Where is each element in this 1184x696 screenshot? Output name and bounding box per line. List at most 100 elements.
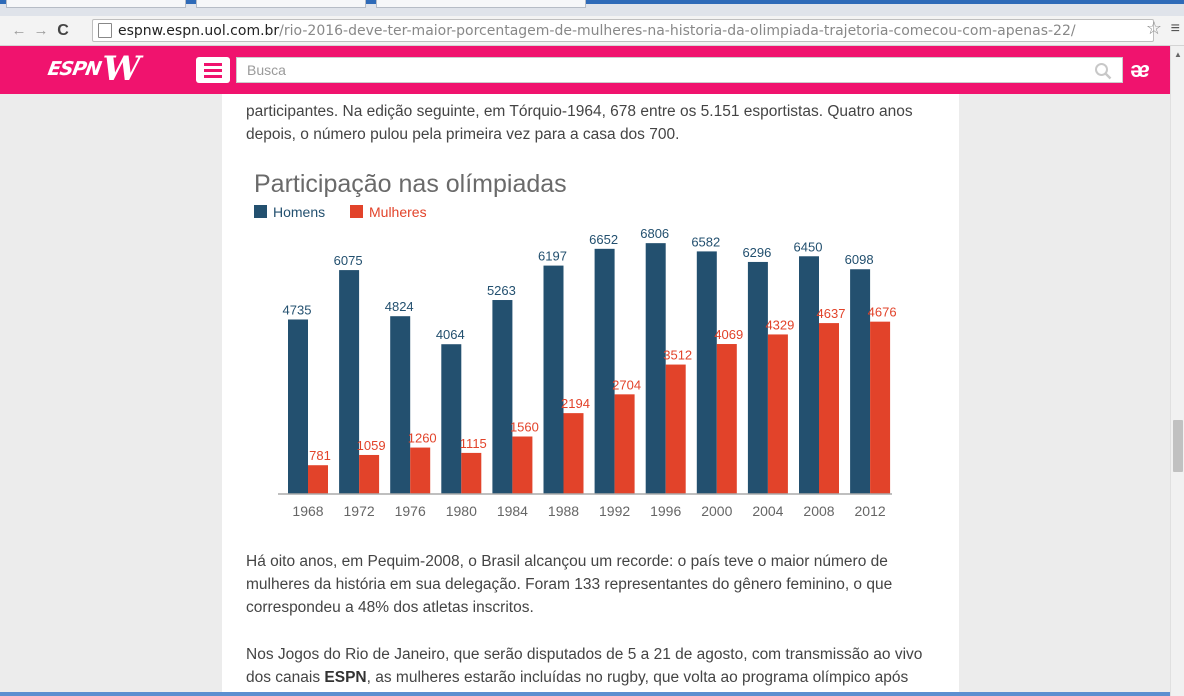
bar-mulheres — [870, 321, 891, 494]
data-label: 6098 — [845, 252, 874, 267]
scroll-thumb[interactable] — [1173, 420, 1183, 472]
data-label: 6450 — [794, 239, 823, 254]
espnw-logo[interactable]: ESPN W — [46, 49, 148, 89]
x-tick-label: 2008 — [803, 503, 834, 519]
hamburger-menu-icon[interactable] — [196, 57, 230, 83]
browser-menu-icon[interactable]: ≡ — [1170, 20, 1180, 37]
page-icon — [98, 23, 112, 38]
bar-homens — [696, 251, 717, 494]
chart-title: Participação nas olímpiadas — [254, 170, 567, 198]
scroll-up-arrow-icon[interactable]: ▲ — [1174, 50, 1182, 59]
article-paragraph: Há oito anos, em Pequim-2008, o Brasil a… — [246, 553, 893, 616]
bar-mulheres — [563, 413, 584, 494]
bar-mulheres — [716, 344, 737, 494]
data-label: 6582 — [691, 234, 720, 249]
x-tick-label: 1984 — [497, 503, 528, 519]
bar-homens — [594, 248, 615, 494]
url-host: espnw.espn.uol.com.br — [118, 22, 280, 39]
forward-arrow-icon[interactable]: → — [33, 22, 49, 39]
data-label: 1059 — [357, 438, 386, 453]
x-tick-label: 1976 — [395, 503, 426, 519]
article-body: participantes. Na edição seguinte, em Tó… — [222, 94, 959, 696]
page-scrollbar[interactable]: ▲ — [1170, 46, 1184, 696]
legend-swatch — [254, 205, 267, 218]
data-label: 3512 — [663, 348, 692, 363]
bar-mulheres — [614, 394, 635, 494]
x-tick-label: 1972 — [344, 503, 375, 519]
x-tick-label: 2012 — [855, 503, 886, 519]
article-paragraph: Nos Jogos do Rio de Janeiro, que serão d… — [246, 643, 936, 689]
data-label: 4735 — [283, 302, 312, 317]
logo-w-text: W — [102, 49, 141, 89]
bar-homens — [850, 269, 871, 494]
data-label: 4637 — [817, 306, 846, 321]
bar-mulheres — [308, 465, 328, 494]
data-label: 2194 — [561, 396, 590, 411]
bar-mulheres — [767, 334, 788, 494]
site-header: ESPN W ᴂ — [0, 46, 1184, 94]
x-tick-label: 1988 — [548, 503, 579, 519]
data-label: 4676 — [868, 305, 897, 320]
browser-tab[interactable] — [6, 0, 186, 8]
data-label: 1560 — [510, 420, 539, 435]
data-label: 781 — [309, 448, 331, 463]
bar-homens — [339, 270, 360, 494]
x-tick-label: 1992 — [599, 503, 630, 519]
browser-tab[interactable] — [196, 0, 366, 8]
bar-mulheres — [665, 364, 686, 494]
search-input[interactable] — [237, 58, 1122, 82]
paragraph-text: Nos Jogos do Rio de Janeiro, que serão d… — [246, 646, 923, 686]
url-field[interactable]: espnw.espn.uol.com.br/rio-2016-deve-ter-… — [92, 19, 1154, 42]
bar-homens — [799, 256, 819, 494]
search-box — [236, 57, 1123, 83]
address-bar: ← → C espnw.espn.uol.com.br/rio-2016-dev… — [0, 16, 1184, 46]
awareness-ribbon-icon[interactable]: ᴂ — [1130, 57, 1150, 82]
bar-homens — [492, 300, 513, 494]
data-label: 6075 — [334, 253, 363, 268]
bar-homens — [645, 243, 666, 494]
data-label: 4064 — [436, 327, 465, 342]
espn-bold-link: ESPN — [324, 669, 367, 686]
search-icon[interactable] — [1094, 62, 1112, 80]
bottom-edge — [0, 692, 1170, 696]
data-label: 6806 — [640, 226, 669, 241]
tab-strip-accent — [0, 0, 1184, 4]
reload-icon[interactable]: C — [57, 21, 69, 39]
bar-mulheres — [410, 447, 431, 494]
bar-mulheres — [819, 323, 839, 494]
x-tick-label: 2000 — [701, 503, 732, 519]
tab-strip — [0, 0, 1184, 16]
bar-homens — [543, 265, 564, 494]
chart-bars: 4735 781 6075 1059 4824 1260 4064 1115 5263 1560 6… — [283, 226, 897, 494]
bar-homens — [288, 319, 308, 494]
logo-espn-text: ESPN — [46, 58, 103, 80]
data-label: 4824 — [385, 299, 414, 314]
data-label: 6296 — [742, 245, 771, 260]
browser-tab[interactable] — [376, 0, 586, 8]
data-label: 2704 — [612, 377, 641, 392]
data-label: 4069 — [714, 327, 743, 342]
data-label: 5263 — [487, 283, 516, 298]
legend-label: Homens — [273, 204, 325, 220]
data-label: 6652 — [589, 232, 618, 247]
x-tick-label: 2004 — [752, 503, 783, 519]
bar-mulheres — [512, 436, 533, 494]
participation-chart: Participação nas olímpiadas Homens Mulher… — [254, 170, 897, 519]
legend-swatch — [350, 205, 363, 218]
data-label: 6197 — [538, 249, 567, 264]
data-label: 1115 — [460, 436, 487, 451]
article-paragraph: participantes. Na edição seguinte, em Tó… — [246, 103, 913, 143]
bookmark-star-icon[interactable]: ☆ — [1145, 18, 1162, 38]
bar-homens — [441, 344, 462, 494]
back-arrow-icon[interactable]: ← — [11, 22, 27, 39]
paragraph-text: , as mulheres estarão incluídas no rugby… — [366, 669, 909, 686]
x-tick-label: 1996 — [650, 503, 681, 519]
data-label: 1260 — [408, 431, 437, 446]
bar-mulheres — [359, 454, 380, 494]
bar-homens — [390, 316, 411, 494]
chart-legend: Homens Mulheres — [254, 204, 427, 220]
x-tick-label: 1980 — [446, 503, 477, 519]
bar-homens — [747, 261, 768, 494]
legend-label: Mulheres — [369, 204, 427, 220]
x-axis-labels: 1968 1972 1976 1980 1984 1988 1992 1996 2000 2004… — [292, 503, 885, 519]
